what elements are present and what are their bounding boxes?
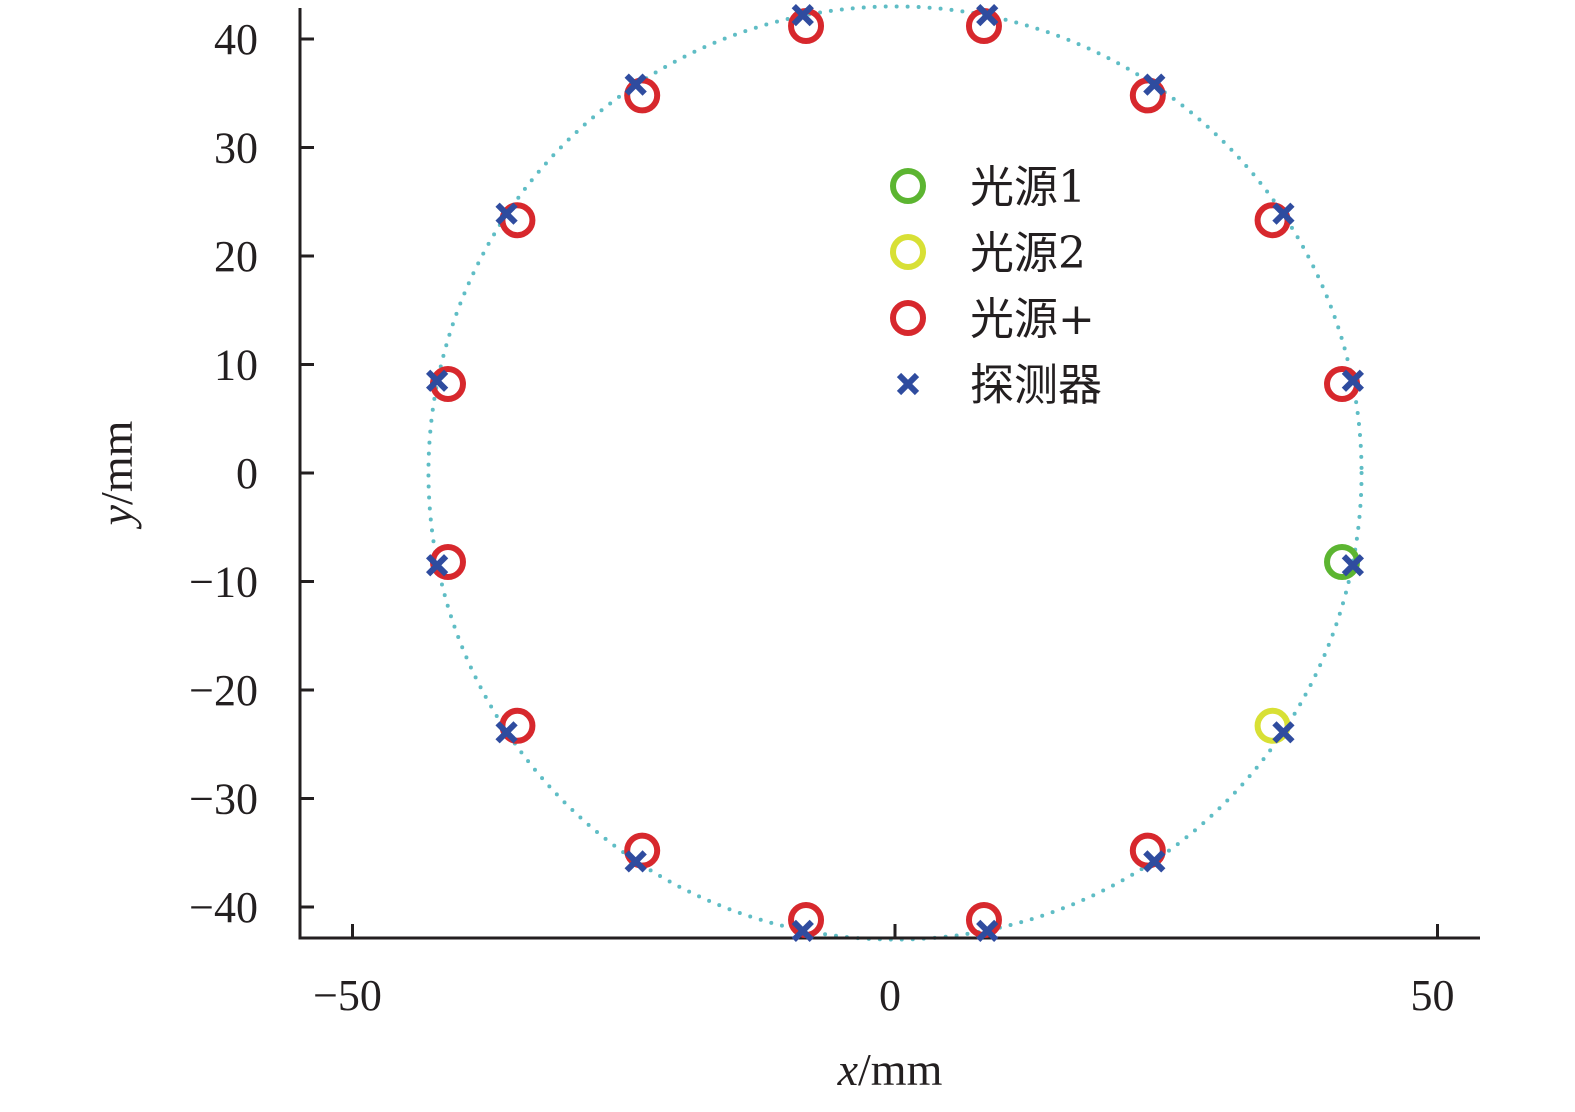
detector-marker (495, 721, 518, 744)
legend-detector-marker (896, 372, 920, 396)
x-tick-labels: −50 0 50 (313, 971, 1454, 1020)
legend-item: 探测器 (896, 360, 1102, 411)
detector-marker (791, 4, 814, 27)
legend-source-plus-marker (890, 300, 926, 336)
axes (298, 8, 1480, 940)
legend-label: 探测器 (970, 360, 1102, 411)
markers (426, 4, 1364, 942)
detector-marker (426, 369, 449, 392)
detector-marker (1272, 202, 1295, 225)
detector-marker (1143, 73, 1166, 96)
y-tick-label: −10 (189, 558, 258, 607)
legend: 光源1 光源2 光源+ 探测器 (890, 162, 1102, 411)
legend-label: 光源+ (970, 294, 1095, 345)
detector-marker (976, 919, 999, 942)
detector-marker (624, 850, 647, 873)
x-axis-label: x/mm (837, 1044, 943, 1095)
boundary-circle-path (426, 4, 1364, 942)
x-tick-label: 0 (879, 971, 901, 1020)
y-tick-label: 20 (214, 232, 258, 281)
y-tick-label: 40 (214, 15, 258, 64)
x-tick-label: 50 (1411, 971, 1455, 1020)
detector-marker (1272, 721, 1295, 744)
x-tick-label: −50 (313, 971, 382, 1020)
detector-marker (495, 202, 518, 225)
detector-marker (791, 919, 814, 942)
legend-item: 光源2 (890, 228, 1086, 279)
y-tick-label: 10 (214, 341, 258, 390)
legend-label: 光源1 (970, 162, 1086, 213)
detector-marker (1341, 369, 1364, 392)
detector-marker (1143, 850, 1166, 873)
y-tick-label: 30 (214, 124, 258, 173)
y-tick-label: 0 (236, 449, 258, 498)
legend-item: 光源+ (890, 294, 1095, 345)
y-axis-label: y/mm (91, 420, 142, 529)
legend-source-1-marker (890, 168, 926, 204)
detector-marker (976, 4, 999, 27)
y-tick-label: −20 (189, 666, 258, 715)
detector-marker (426, 554, 449, 577)
boundary-circle (426, 4, 1364, 942)
detector-marker (1341, 554, 1364, 577)
legend-source-2-marker (890, 234, 926, 270)
y-tick-labels: 40 30 20 10 0 −10 −20 −30 −40 (189, 15, 258, 932)
legend-label: 光源2 (970, 228, 1086, 279)
detector-marker (624, 73, 647, 96)
legend-item: 光源1 (890, 162, 1086, 213)
y-tick-label: −30 (189, 775, 258, 824)
y-tick-label: −40 (189, 883, 258, 932)
